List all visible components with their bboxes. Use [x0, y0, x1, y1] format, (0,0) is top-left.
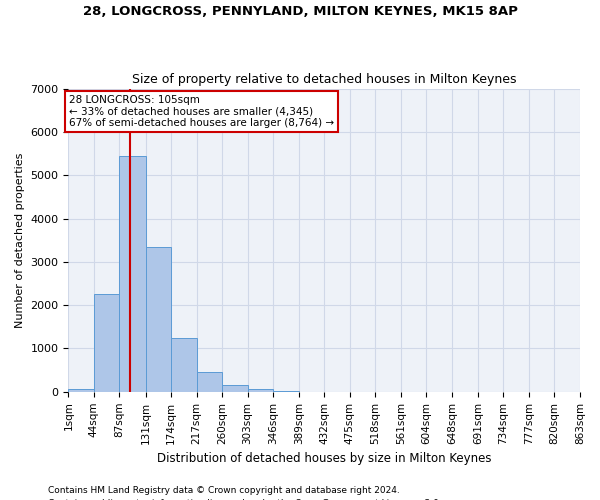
Bar [222, 386, 248, 392]
Text: Contains HM Land Registry data © Crown copyright and database right 2024.: Contains HM Land Registry data © Crown c… [48, 486, 400, 495]
Title: Size of property relative to detached houses in Milton Keynes: Size of property relative to detached ho… [132, 73, 517, 86]
Text: 28 LONGCROSS: 105sqm
← 33% of detached houses are smaller (4,345)
67% of semi-de: 28 LONGCROSS: 105sqm ← 33% of detached h… [69, 95, 334, 128]
Bar [197, 372, 222, 392]
Bar [146, 246, 171, 392]
Bar [248, 388, 273, 392]
Bar [119, 156, 146, 392]
Bar [68, 388, 94, 392]
Y-axis label: Number of detached properties: Number of detached properties [15, 152, 25, 328]
Bar [171, 338, 197, 392]
Text: Contains public sector information licensed under the Open Government Licence v3: Contains public sector information licen… [48, 498, 442, 500]
X-axis label: Distribution of detached houses by size in Milton Keynes: Distribution of detached houses by size … [157, 452, 491, 465]
Bar [94, 294, 119, 392]
Text: 28, LONGCROSS, PENNYLAND, MILTON KEYNES, MK15 8AP: 28, LONGCROSS, PENNYLAND, MILTON KEYNES,… [83, 5, 517, 18]
